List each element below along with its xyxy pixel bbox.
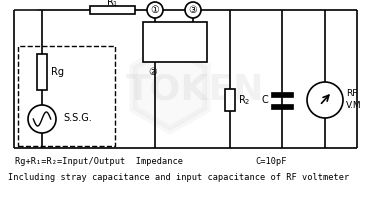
Bar — [143, 22, 207, 62]
Bar — [90, 6, 135, 14]
Text: RF: RF — [346, 89, 357, 98]
Text: V.M: V.M — [346, 102, 362, 111]
Text: ②: ② — [149, 67, 157, 77]
Bar — [37, 54, 47, 90]
Text: Rg+R₁=R₂=Input/Output  Impedance: Rg+R₁=R₂=Input/Output Impedance — [15, 157, 183, 167]
Text: R$_1$: R$_1$ — [106, 0, 119, 9]
Bar — [271, 92, 293, 97]
Text: ①: ① — [150, 5, 160, 15]
Text: C=10pF: C=10pF — [255, 157, 287, 167]
Circle shape — [147, 2, 163, 18]
Circle shape — [307, 82, 343, 118]
Polygon shape — [134, 46, 207, 130]
Circle shape — [28, 105, 56, 133]
Text: C: C — [261, 95, 268, 105]
Bar — [271, 103, 293, 108]
Text: ③: ③ — [189, 5, 197, 15]
Text: S.S.G.: S.S.G. — [64, 113, 92, 123]
Bar — [225, 89, 235, 111]
Text: Rg: Rg — [51, 67, 64, 77]
Circle shape — [185, 2, 201, 18]
Text: R$_2$: R$_2$ — [238, 93, 251, 107]
Bar — [18, 46, 115, 146]
Text: Including stray capacitance and input capacitance of RF voltmeter: Including stray capacitance and input ca… — [8, 173, 349, 183]
Text: TOKEN: TOKEN — [126, 73, 264, 107]
